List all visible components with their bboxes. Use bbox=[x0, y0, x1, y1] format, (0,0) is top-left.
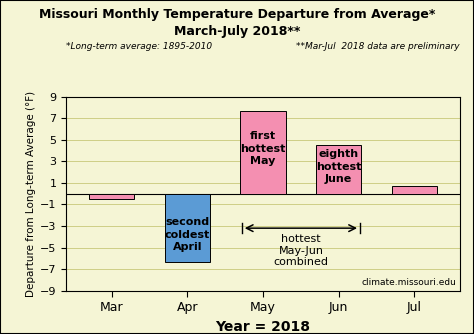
Text: second
coldest
April: second coldest April bbox=[165, 217, 210, 252]
X-axis label: Year = 2018: Year = 2018 bbox=[216, 320, 310, 334]
Bar bbox=[89, 194, 135, 199]
Text: March-July 2018**: March-July 2018** bbox=[174, 25, 300, 38]
Text: hottest
May-Jun
combined: hottest May-Jun combined bbox=[273, 234, 328, 267]
Bar bbox=[165, 194, 210, 262]
Text: climate.missouri.edu: climate.missouri.edu bbox=[361, 278, 456, 287]
Text: *Long-term average: 1895-2010: *Long-term average: 1895-2010 bbox=[66, 42, 212, 51]
Text: Missouri Monthly Temperature Departure from Average*: Missouri Monthly Temperature Departure f… bbox=[39, 8, 435, 21]
Text: **Mar-Jul  2018 data are preliminary: **Mar-Jul 2018 data are preliminary bbox=[296, 42, 460, 51]
Text: first
hottest
May: first hottest May bbox=[240, 131, 286, 166]
Bar bbox=[392, 186, 437, 194]
Bar bbox=[240, 111, 286, 194]
Y-axis label: Departure from Long-term Average (°F): Departure from Long-term Average (°F) bbox=[26, 91, 36, 297]
Bar bbox=[316, 145, 362, 194]
Text: eighth
hottest
June: eighth hottest June bbox=[316, 149, 361, 184]
